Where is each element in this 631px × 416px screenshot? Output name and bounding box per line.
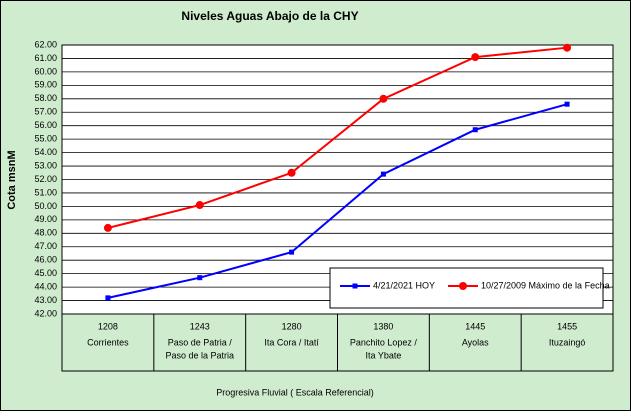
marker (563, 43, 572, 52)
y-tick-label: 59.00 (34, 80, 57, 90)
x-tick-label: Ayolas (462, 337, 489, 347)
y-tick-label: 54.00 (34, 147, 57, 157)
y-tick-label: 50.00 (34, 201, 57, 211)
marker (379, 94, 388, 103)
legend-marker (459, 282, 467, 290)
marker (472, 127, 478, 133)
y-tick-label: 57.00 (34, 107, 57, 117)
x-tick-label: Ituzaingó (549, 337, 586, 347)
chart-title: Niveles Aguas Abajo de la CHY (181, 9, 358, 23)
y-tick-label: 43.00 (34, 295, 57, 305)
x-tick-label: 1380 (373, 321, 393, 331)
y-tick-label: 47.00 (34, 241, 57, 251)
y-tick-label: 58.00 (34, 93, 57, 103)
y-tick-label: 60.00 (34, 66, 57, 76)
y-tick-label: 56.00 (34, 120, 57, 130)
x-axis-label: Progresiva Fluvial ( Escala Referencial) (216, 387, 374, 397)
y-tick-label: 42.00 (34, 308, 57, 318)
y-tick-label: 51.00 (34, 187, 57, 197)
legend-label: 10/27/2009 Máximo de la Fecha (481, 280, 610, 290)
x-tick-label: Panchito Lopez / (350, 337, 418, 347)
y-tick-label: 49.00 (34, 214, 57, 224)
marker (564, 101, 570, 107)
y-tick-label: 55.00 (34, 134, 57, 144)
y-axis-label: Cota msnM (6, 150, 18, 209)
x-tick-label: 1243 (190, 321, 210, 331)
series-line (107, 103, 568, 299)
x-tick-label: 1445 (465, 321, 485, 331)
x-tick-label: 1455 (557, 321, 577, 331)
marker (105, 295, 111, 301)
legend (329, 267, 604, 309)
x-tick-label: 1208 (98, 321, 118, 331)
marker (289, 249, 295, 255)
legend-marker (352, 283, 358, 289)
y-tick-label: 44.00 (34, 281, 57, 291)
y-tick-label: 46.00 (34, 255, 57, 265)
marker (380, 171, 386, 177)
x-tick-label: Corrientes (87, 337, 129, 347)
y-tick-label: 53.00 (34, 160, 57, 170)
x-tick-label: Ita Cora / Itatí (264, 337, 319, 347)
y-tick-label: 52.00 (34, 174, 57, 184)
marker (197, 275, 203, 281)
y-tick-label: 61.00 (34, 53, 57, 63)
x-tick-label: Paso de Patria / (168, 337, 233, 347)
x-tick-label: Paso de la Patria (165, 350, 234, 360)
legend-label: 4/21/2021 HOY (373, 280, 435, 290)
y-tick-label: 62.00 (34, 39, 57, 49)
marker (471, 53, 480, 62)
marker (103, 223, 112, 232)
x-tick-label: 1280 (282, 321, 302, 331)
y-tick-label: 45.00 (34, 268, 57, 278)
y-tick-label: 48.00 (34, 228, 57, 238)
marker (195, 201, 204, 210)
x-tick-label: Ita Ybate (365, 350, 401, 360)
marker (287, 168, 296, 177)
series-line (107, 46, 568, 229)
